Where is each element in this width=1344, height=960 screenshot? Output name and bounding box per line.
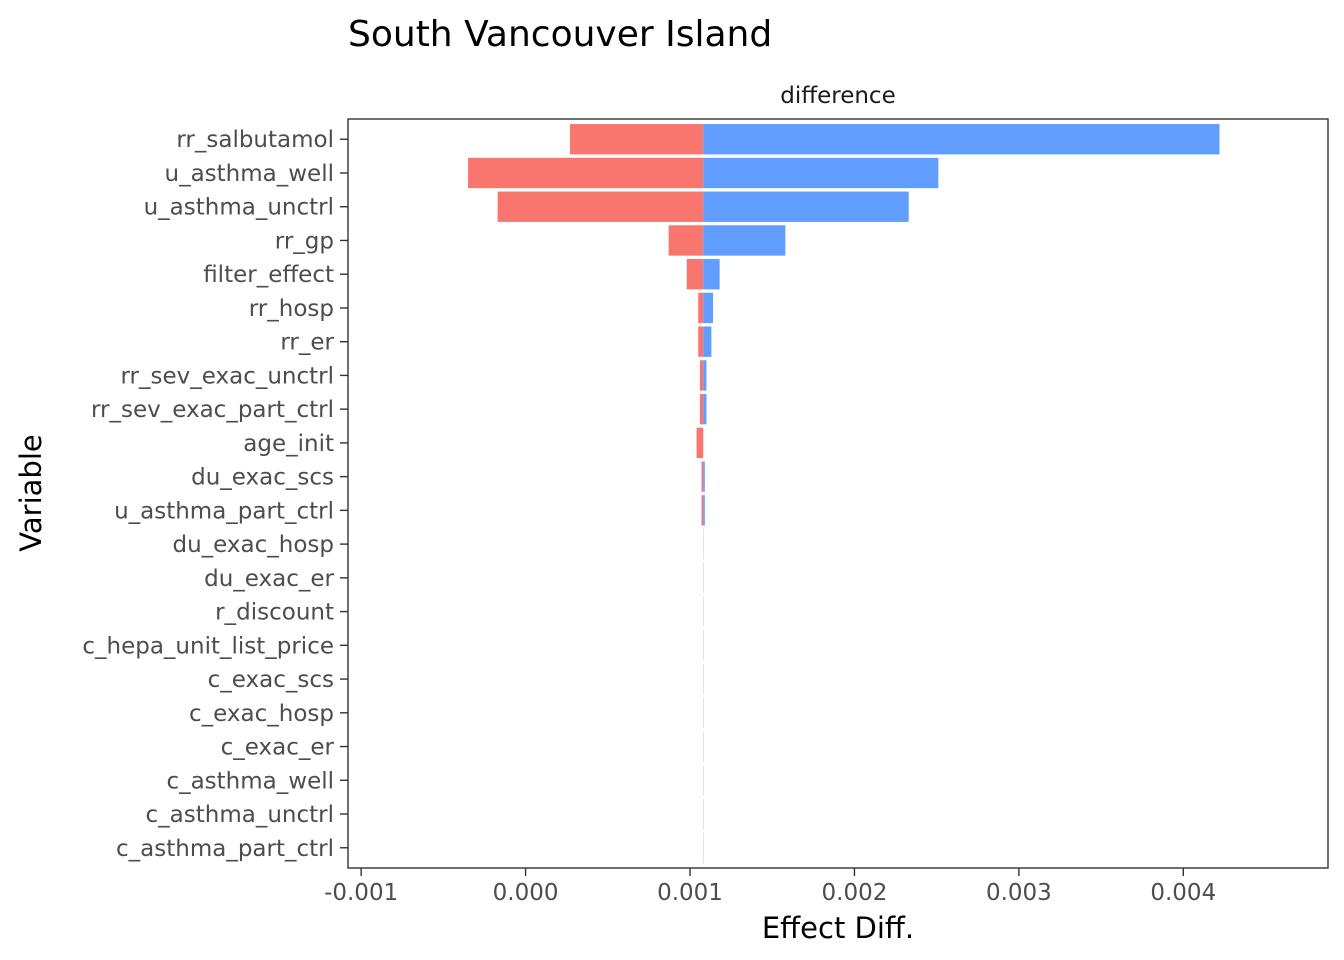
bar-high-u_asthma_part_ctrl (703, 495, 705, 526)
y-tick-label: u_asthma_unctrl (144, 195, 334, 221)
y-tick-label: du_exac_scs (191, 465, 334, 491)
bar-high-c_asthma_part_ctrl (703, 832, 704, 863)
bar-high-c_exac_er (703, 731, 704, 762)
y-axis: rr_salbutamol u_asthma_well u_asthma_unctr… (82, 127, 348, 862)
facet-strip-label: difference (780, 83, 895, 109)
y-tick-label: c_asthma_part_ctrl (116, 836, 334, 862)
bar-high-c_asthma_well (703, 765, 704, 796)
bar-high-c_exac_hosp (703, 697, 704, 728)
y-tick-label: c_exac_er (221, 735, 335, 761)
y-tick-label: du_exac_er (204, 566, 334, 592)
bar-low-rr_er (698, 326, 704, 357)
panel-border (347, 118, 1329, 869)
y-tick-label: filter_effect (203, 262, 334, 288)
bar-high-rr_salbutamol (703, 124, 1220, 155)
bar-low-filter_effect (686, 259, 704, 290)
bar-high-rr_hosp (703, 292, 714, 324)
y-tick-label: c_asthma_well (166, 768, 334, 794)
y-tick-label: u_asthma_well (165, 161, 335, 187)
bar-low-rr_gp (668, 225, 704, 256)
y-tick-label: c_hepa_unit_list_price (82, 633, 334, 659)
bar-high-c_exac_scs (703, 663, 704, 695)
bars (468, 124, 1220, 863)
x-tick-label: 0.002 (822, 880, 888, 906)
bar-high-age_init (703, 427, 704, 459)
y-tick-label: rr_sev_exac_part_ctrl (91, 397, 334, 423)
y-tick-label: rr_sev_exac_unctrl (120, 363, 334, 389)
x-axis-title: Effect Diff. (762, 911, 914, 945)
y-axis-title: Variable (14, 434, 48, 551)
bar-low-u_asthma_unctrl (497, 191, 704, 222)
bar-high-c_hepa_unit_list_price (703, 630, 704, 661)
bar-high-rr_gp (703, 225, 786, 256)
y-tick-label: r_discount (215, 600, 334, 626)
x-tick-label: -0.001 (324, 880, 398, 906)
bar-low-c_exac_scs (703, 663, 704, 695)
y-tick-label: c_exac_hosp (189, 701, 334, 727)
bar-low-c_exac_hosp (703, 697, 704, 728)
bar-low-c_asthma_unctrl (703, 798, 704, 830)
x-axis: -0.001 0.000 0.001 0.002 0.003 0.004 (324, 868, 1216, 906)
bar-low-rr_salbutamol (569, 124, 704, 155)
bar-high-filter_effect (703, 259, 720, 290)
y-tick-label: du_exac_hosp (172, 532, 334, 558)
chart-title: South Vancouver Island (348, 14, 772, 55)
bar-high-rr_sev_exac_part_ctrl (703, 393, 707, 425)
bar-high-u_asthma_well (703, 157, 939, 189)
bar-low-du_exac_scs (701, 461, 704, 492)
bar-high-du_exac_hosp (703, 528, 704, 560)
x-tick-label: 0.001 (657, 880, 723, 906)
bar-low-du_exac_hosp (703, 528, 704, 560)
bar-high-rr_er (703, 326, 712, 357)
bar-low-c_exac_er (703, 731, 704, 762)
bar-high-c_asthma_unctrl (703, 798, 704, 830)
bar-low-u_asthma_well (468, 157, 704, 189)
bar-low-rr_sev_exac_unctrl (699, 360, 704, 391)
y-tick-label: u_asthma_part_ctrl (114, 498, 334, 524)
bar-low-du_exac_er (703, 562, 704, 594)
bar-high-du_exac_scs (703, 461, 705, 492)
bar-low-rr_sev_exac_part_ctrl (699, 393, 704, 425)
y-tick-label: rr_hosp (249, 296, 334, 322)
y-tick-label: c_exac_scs (208, 667, 334, 693)
bar-low-u_asthma_part_ctrl (701, 495, 704, 526)
x-tick-label: 0.003 (986, 880, 1052, 906)
y-tick-label: rr_er (280, 330, 334, 356)
bar-low-c_hepa_unit_list_price (703, 630, 704, 661)
y-tick-label: c_asthma_unctrl (146, 802, 334, 828)
x-tick-label: 0.004 (1150, 880, 1216, 906)
bar-high-r_discount (703, 596, 704, 627)
bar-low-age_init (696, 427, 704, 459)
bar-high-rr_sev_exac_unctrl (703, 360, 707, 391)
y-tick-label: rr_salbutamol (176, 127, 334, 153)
bar-low-c_asthma_well (703, 765, 704, 796)
bar-high-u_asthma_unctrl (703, 191, 909, 222)
x-tick-label: 0.000 (493, 880, 559, 906)
bar-high-du_exac_er (703, 562, 704, 594)
bar-low-c_asthma_part_ctrl (703, 832, 704, 863)
y-tick-label: rr_gp (275, 228, 334, 254)
bar-low-r_discount (703, 596, 704, 627)
bar-low-rr_hosp (698, 292, 704, 324)
y-tick-label: age_init (243, 431, 334, 457)
